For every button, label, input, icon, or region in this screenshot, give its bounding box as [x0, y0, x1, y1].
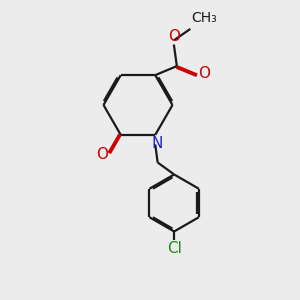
- Text: O: O: [198, 66, 210, 81]
- Text: O: O: [168, 28, 180, 44]
- Text: O: O: [96, 147, 108, 162]
- Text: CH₃: CH₃: [191, 11, 217, 25]
- Text: N: N: [152, 136, 163, 152]
- Text: Cl: Cl: [167, 242, 182, 256]
